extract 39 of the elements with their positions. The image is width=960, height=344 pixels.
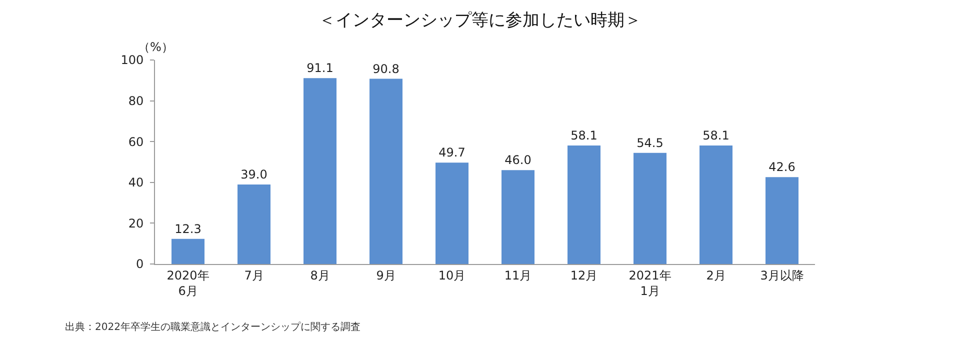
data-label: 42.6 — [768, 160, 796, 174]
data-label: 54.5 — [636, 136, 664, 150]
bar — [634, 152, 666, 264]
data-label: 58.1 — [570, 128, 598, 142]
y-tick-label: 80 — [128, 94, 144, 108]
source-note: 出典：2022年卒学生の職業意識とインターンシップに関する調査 — [65, 321, 360, 333]
x-tick-label: 2月 — [706, 268, 726, 282]
data-label: 90.8 — [372, 62, 400, 76]
y-axis-title: （%） — [138, 40, 174, 54]
bar — [238, 184, 270, 264]
data-label: 39.0 — [240, 167, 268, 182]
data-label: 49.7 — [438, 146, 466, 160]
bar — [172, 238, 204, 264]
x-tick-label: 7月 — [244, 268, 264, 282]
x-tick-label: 12月 — [570, 268, 598, 282]
x-tick-label: 9月 — [376, 268, 396, 282]
bar — [700, 145, 732, 264]
y-tick-label: 40 — [128, 176, 144, 190]
x-tick-label: 8月 — [310, 268, 330, 282]
x-tick-label: 10月 — [438, 268, 466, 282]
bar — [502, 170, 534, 264]
bar — [304, 78, 336, 264]
y-tick-label: 100 — [120, 53, 144, 68]
data-label: 58.1 — [702, 128, 730, 142]
x-tick-label: 11月 — [504, 268, 532, 282]
chart-title: ＜インターンシップ等に参加したい時期＞ — [318, 10, 642, 31]
bar — [436, 162, 468, 264]
x-tick-label: 2020年 6月 — [166, 268, 210, 298]
x-tick-label: 2021年 1月 — [628, 268, 672, 298]
y-tick-label: 0 — [136, 257, 144, 272]
data-label: 46.0 — [504, 153, 532, 168]
bar — [766, 177, 798, 264]
y-tick-label: 20 — [128, 216, 144, 230]
x-tick-label: 3月以降 — [760, 268, 804, 282]
data-label: 12.3 — [174, 222, 202, 236]
data-label: 91.1 — [306, 61, 334, 76]
y-tick-label: 60 — [128, 134, 144, 149]
bar — [568, 145, 600, 264]
bar — [370, 78, 402, 264]
